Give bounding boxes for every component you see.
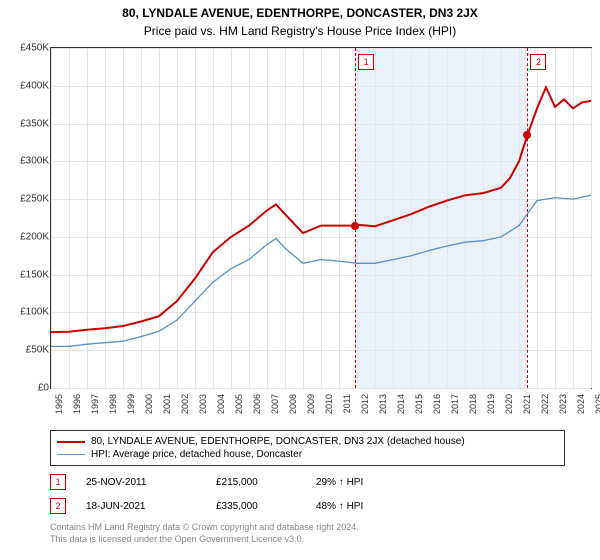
sales-table: 1 25-NOV-2011 £215,000 29% ↑ HPI 2 18-JUN-202…	[50, 470, 565, 518]
x-axis-label: 2004	[216, 394, 226, 414]
sale-diff: 29% ↑ HPI	[316, 477, 406, 488]
legend-item: 80, LYNDALE AVENUE, EDENTHORPE, DONCASTE…	[57, 435, 558, 448]
chart-title: 80, LYNDALE AVENUE, EDENTHORPE, DONCASTE…	[0, 0, 600, 20]
sale-marker-badge: 2	[530, 54, 546, 70]
y-axis-label: £200K	[9, 231, 49, 242]
x-axis-label: 2022	[540, 394, 550, 414]
legend-label: HPI: Average price, detached house, Donc…	[91, 449, 302, 460]
legend-label: 80, LYNDALE AVENUE, EDENTHORPE, DONCASTE…	[91, 436, 465, 447]
x-axis-label: 2000	[144, 394, 154, 414]
sale-row-badge: 1	[50, 474, 66, 490]
x-axis-label: 2011	[342, 394, 352, 413]
sale-marker-dot	[351, 222, 359, 230]
y-axis-label: £350K	[9, 118, 49, 129]
x-axis-label: 1999	[126, 394, 136, 414]
y-axis-label: £150K	[9, 269, 49, 280]
x-axis-label: 2002	[180, 394, 190, 414]
y-axis-label: £400K	[9, 80, 49, 91]
x-axis-label: 1995	[54, 394, 64, 414]
sale-marker-line	[355, 48, 357, 388]
legend: 80, LYNDALE AVENUE, EDENTHORPE, DONCASTE…	[50, 430, 565, 466]
sale-price: £215,000	[216, 477, 296, 488]
x-axis-label: 2003	[198, 394, 208, 414]
x-axis-label: 2017	[450, 394, 460, 414]
x-axis-label: 2006	[252, 394, 262, 414]
x-axis-label: 2012	[360, 394, 370, 414]
y-axis-label: £100K	[9, 307, 49, 318]
sale-diff: 48% ↑ HPI	[316, 501, 406, 512]
x-axis-label: 2008	[288, 394, 298, 414]
x-axis-label: 2015	[414, 394, 424, 414]
x-axis-label: 2013	[378, 394, 388, 414]
x-axis-label: 2023	[558, 394, 568, 414]
y-gridline	[51, 388, 591, 389]
x-axis-label: 2018	[468, 394, 478, 414]
x-axis-label: 2014	[396, 394, 406, 414]
y-axis-label: £250K	[9, 194, 49, 205]
x-axis-label: 2007	[270, 394, 280, 414]
x-axis-label: 1997	[90, 394, 100, 414]
y-axis-label: £450K	[9, 43, 49, 54]
series-property	[51, 87, 591, 332]
sale-row-badge: 2	[50, 498, 66, 514]
y-axis-label: £0	[9, 383, 49, 394]
x-axis-label: 2025	[594, 394, 600, 414]
x-axis-label: 2009	[306, 394, 316, 414]
table-row: 1 25-NOV-2011 £215,000 29% ↑ HPI	[50, 470, 565, 494]
x-axis-label: 2020	[504, 394, 514, 414]
x-axis-label: 2024	[576, 394, 586, 414]
y-axis-label: £300K	[9, 156, 49, 167]
x-axis-label: 2010	[324, 394, 334, 414]
footer-line-2: This data is licensed under the Open Gov…	[50, 534, 565, 546]
plot-area: £0£50K£100K£150K£200K£250K£300K£350K£400…	[50, 47, 592, 389]
x-axis-label: 2019	[486, 394, 496, 414]
x-axis-label: 2005	[234, 394, 244, 414]
sale-marker-line	[527, 48, 529, 388]
footer-line-1: Contains HM Land Registry data © Crown c…	[50, 522, 565, 534]
chart-subtitle: Price paid vs. HM Land Registry's House …	[0, 20, 600, 42]
table-row: 2 18-JUN-2021 £335,000 48% ↑ HPI	[50, 494, 565, 518]
x-axis-label: 2016	[432, 394, 442, 414]
x-axis-label: 2001	[162, 394, 172, 414]
y-axis-label: £50K	[9, 345, 49, 356]
footer: Contains HM Land Registry data © Crown c…	[50, 522, 565, 545]
x-axis-label: 1998	[108, 394, 118, 414]
sale-date: 25-NOV-2011	[86, 477, 196, 488]
legend-swatch	[57, 441, 85, 443]
x-axis-label: 1996	[72, 394, 82, 414]
x-axis-label: 2021	[522, 394, 532, 414]
series-svg	[51, 48, 591, 388]
legend-item: HPI: Average price, detached house, Donc…	[57, 448, 558, 461]
sale-price: £335,000	[216, 501, 296, 512]
x-gridline	[591, 48, 592, 388]
chart-container: £0£50K£100K£150K£200K£250K£300K£350K£400…	[35, 42, 595, 422]
legend-swatch	[57, 454, 85, 455]
sale-marker-dot	[523, 131, 531, 139]
sale-date: 18-JUN-2021	[86, 501, 196, 512]
sale-marker-badge: 1	[358, 54, 374, 70]
